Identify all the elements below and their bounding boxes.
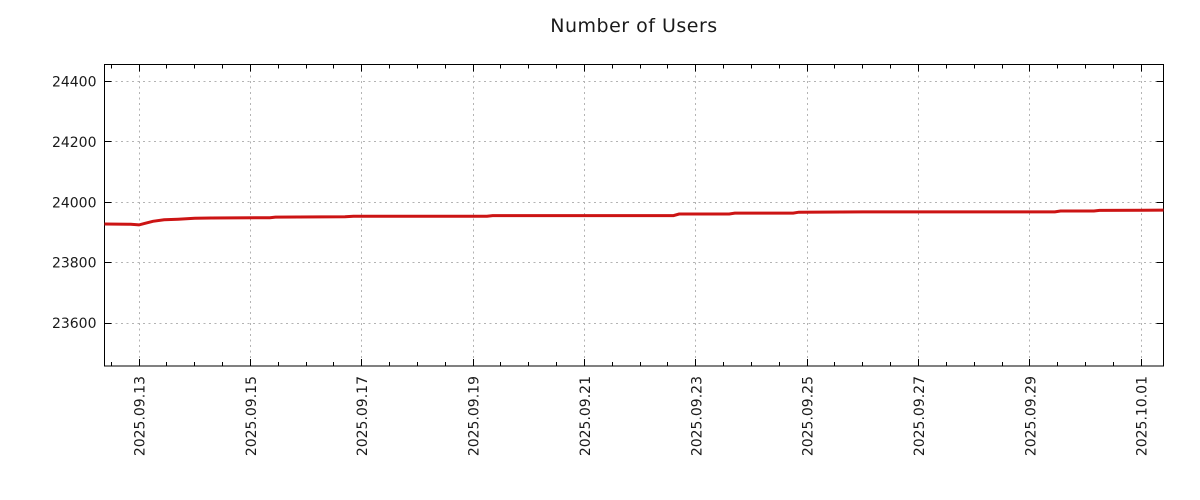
- y-axis-tick-label: 24000: [52, 195, 97, 211]
- x-axis-tick-label: 2025.09.15: [244, 376, 260, 456]
- x-axis-tick-label: 2025.09.23: [689, 376, 705, 456]
- x-axis-tick-label: 2025.09.25: [801, 376, 817, 456]
- y-axis-tick-label: 24400: [52, 74, 97, 90]
- y-axis-tick-label: 24200: [52, 135, 97, 151]
- x-axis-tick-label: 2025.09.17: [355, 376, 371, 456]
- x-axis-tick-label: 2025.09.29: [1023, 376, 1039, 456]
- chart-title: Number of Users: [550, 15, 718, 37]
- x-axis-tick-label: 2025.09.13: [133, 376, 149, 456]
- x-axis-tick-label: 2025.09.19: [467, 376, 483, 456]
- x-axis-tick-label: 2025.10.01: [1135, 376, 1151, 456]
- y-axis-tick-label: 23600: [52, 316, 97, 332]
- plot-border: [104, 64, 1164, 367]
- x-axis-tick-label: 2025.09.21: [578, 376, 594, 456]
- users-series-line: [104, 208, 1164, 227]
- y-axis-tick-label: 23800: [52, 256, 97, 272]
- x-axis-tick-label: 2025.09.27: [912, 376, 928, 456]
